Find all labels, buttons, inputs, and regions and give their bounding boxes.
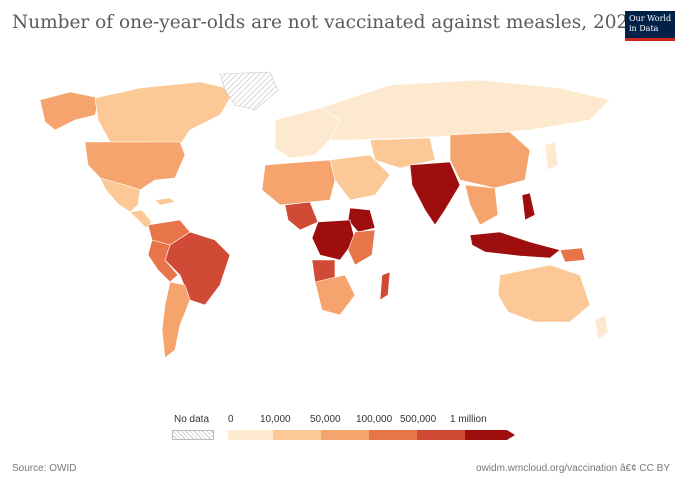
region-australia — [497, 264, 591, 323]
legend-arrow — [507, 430, 515, 440]
region-mexico — [99, 177, 141, 213]
chart-title: Number of one-year-olds are not vaccinat… — [12, 12, 641, 33]
owid-logo[interactable]: Our World in Data — [625, 11, 675, 41]
region-southern-africa — [314, 274, 356, 316]
region-indonesia — [469, 231, 561, 259]
legend-nodata-swatch — [172, 430, 214, 440]
legend-swatch-4 — [417, 430, 465, 440]
region-canada — [94, 81, 236, 146]
legend-label-0: 0 — [228, 414, 234, 425]
region-png — [559, 247, 586, 263]
source-note: Source: OWID — [12, 463, 77, 474]
region-nigeria — [284, 201, 319, 231]
legend-swatch-3 — [369, 430, 417, 440]
region-north-africa — [261, 159, 336, 206]
region-brazil — [164, 231, 231, 306]
region-madagascar — [379, 271, 391, 301]
region-greenland — [219, 71, 279, 111]
logo-accent-bar — [625, 38, 675, 41]
region-drc — [311, 219, 356, 261]
region-ethiopia — [347, 207, 376, 233]
region-japan — [544, 141, 559, 171]
region-east-africa — [347, 229, 376, 266]
world-map — [39, 71, 611, 359]
legend-swatch-0 — [228, 430, 273, 440]
region-andes — [147, 239, 179, 283]
region-india — [409, 161, 461, 226]
footer-link[interactable]: owidm.wmcloud.org/vaccination â€¢ CC BY — [476, 463, 670, 474]
legend-swatch-2 — [321, 430, 369, 440]
region-southeast-asia — [464, 184, 499, 226]
legend-label-2: 50,000 — [310, 414, 341, 425]
region-philippines — [521, 192, 536, 221]
legend-label-5: 1 million — [450, 414, 487, 425]
region-caribbean — [154, 197, 176, 206]
legend-swatch-1 — [273, 430, 321, 440]
logo-line-1: Our World — [629, 14, 672, 23]
logo-line-2: in Data — [629, 24, 659, 33]
region-central-america — [129, 209, 153, 229]
region-southern-cone — [161, 281, 191, 359]
legend-label-3: 100,000 — [356, 414, 393, 425]
region-usa — [84, 141, 186, 191]
color-legend: No data 0 10,000 50,000 100,000 500,000 … — [172, 414, 522, 444]
region-china — [449, 131, 531, 189]
legend-nodata-label: No data — [174, 414, 210, 425]
region-central-asia — [369, 137, 436, 169]
region-russia — [319, 79, 611, 141]
region-alaska — [39, 91, 101, 131]
legend-label-4: 500,000 — [400, 414, 437, 425]
region-europe — [274, 107, 341, 159]
legend-label-1: 10,000 — [260, 414, 291, 425]
legend-swatch-5 — [465, 430, 507, 440]
region-new-zealand — [594, 314, 609, 341]
